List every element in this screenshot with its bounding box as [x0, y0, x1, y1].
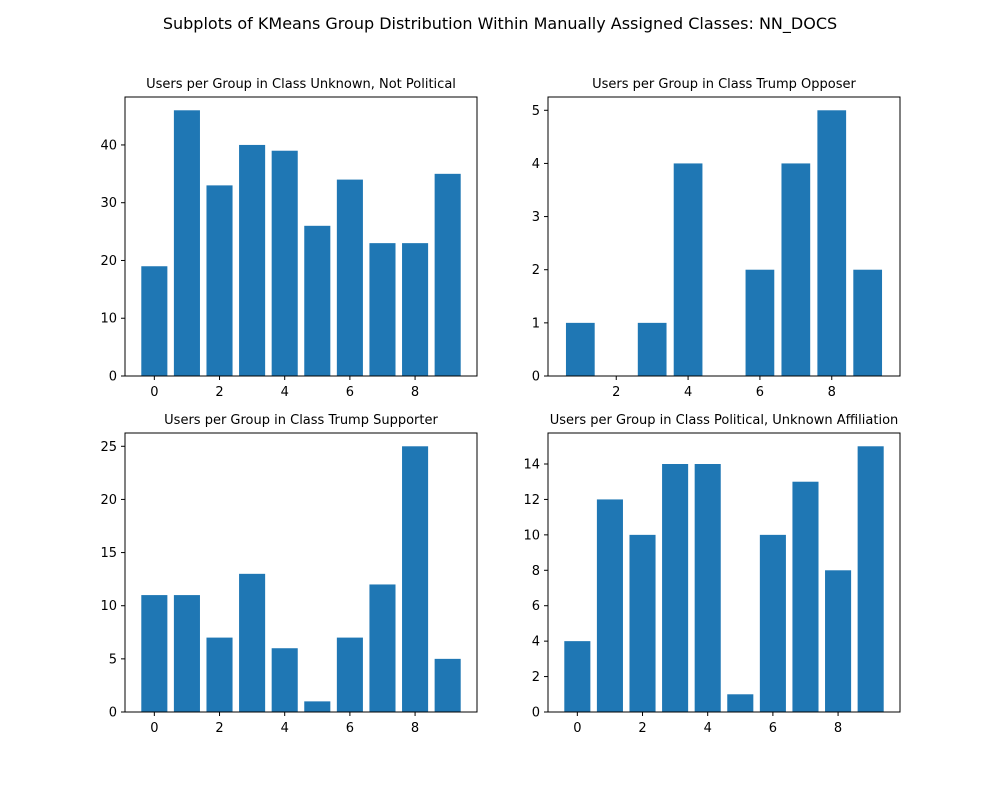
y-tick-label: 40 [100, 138, 117, 153]
x-tick-label: 6 [346, 721, 354, 736]
y-tick-label: 15 [100, 546, 117, 561]
bar-group-5 [304, 701, 331, 712]
y-tick-label: 0 [109, 370, 117, 385]
subplot-unknown-not-political: 0 2 4 6 8 0 10 20 30 40 Users per Group in Class U… [100, 77, 478, 400]
y-tick-label: 0 [532, 706, 540, 721]
bar-group-8 [402, 243, 429, 376]
bar-group-3 [637, 322, 667, 376]
bar-group-5 [304, 225, 331, 376]
bar-group-9 [434, 173, 461, 376]
y-tick-label: 4 [532, 157, 540, 172]
y-tick-label: 20 [100, 493, 117, 508]
subplot-trump-supporter: 0 2 4 6 8 0 5 10 15 20 25 Users per Group in Class … [100, 413, 478, 736]
bar-group-5 [727, 694, 754, 712]
subplot-title: Users per Group in Class Unknown, Not Po… [146, 77, 456, 92]
x-tick-label: 4 [281, 385, 289, 400]
y-tick-label: 2 [532, 263, 540, 278]
y-tick-label: 6 [532, 599, 540, 614]
bar-group-9 [434, 658, 461, 712]
bar-group-2 [629, 534, 656, 712]
x-tick-label: 2 [612, 385, 620, 400]
y-tick-label: 8 [532, 564, 540, 579]
x-tick-label: 0 [573, 721, 581, 736]
bar-group-1 [565, 322, 595, 376]
bar-group-6 [745, 269, 775, 376]
bar-group-1 [173, 110, 200, 376]
y-tick-label: 0 [532, 370, 540, 385]
x-tick-label: 8 [411, 721, 419, 736]
subplot-trump-opposer: 2 4 6 8 0 1 2 3 4 5 Users per Group in Class Trump… [532, 77, 901, 400]
y-tick-label: 5 [532, 104, 540, 119]
x-tick-label: 4 [281, 721, 289, 736]
x-tick-label: 4 [684, 385, 692, 400]
bar-group-3 [662, 464, 689, 712]
bar-group-7 [781, 163, 811, 376]
x-tick-label: 0 [150, 385, 158, 400]
subplot-political-unknown-affiliation: 0 2 4 6 8 0 2 4 6 8 10 12 14 Users per Group in Class… [523, 413, 901, 736]
x-tick-label: 2 [215, 385, 223, 400]
axes-frame [547, 432, 901, 713]
x-tick-label: 8 [834, 721, 842, 736]
y-tick-label: 20 [100, 254, 117, 269]
bar-group-6 [336, 179, 363, 376]
y-tick-label: 4 [532, 635, 540, 650]
bar-group-0 [141, 595, 168, 712]
y-tick-label: 3 [532, 210, 540, 225]
y-tick-label: 30 [100, 196, 117, 211]
bar-group-7 [792, 481, 819, 712]
x-tick-label: 6 [756, 385, 764, 400]
subplot-title: Users per Group in Class Political, Unkn… [550, 413, 899, 428]
x-tick-label: 8 [828, 385, 836, 400]
y-tick-label: 25 [100, 440, 117, 455]
bar-group-3 [239, 573, 266, 712]
y-tick-label: 14 [523, 458, 540, 473]
bar-group-4 [271, 150, 298, 376]
bar-group-8 [825, 570, 852, 712]
bar-group-8 [402, 446, 429, 712]
y-tick-label: 5 [109, 652, 117, 667]
bar-group-0 [564, 641, 591, 712]
bar-group-4 [673, 163, 703, 376]
y-tick-label: 10 [100, 599, 117, 614]
subplot-title: Users per Group in Class Trump Supporter [164, 413, 438, 428]
bar-group-3 [239, 144, 266, 376]
bar-group-2 [206, 637, 233, 712]
y-tick-label: 12 [523, 493, 540, 508]
x-tick-label: 8 [411, 385, 419, 400]
bar-group-1 [173, 595, 200, 712]
bar-group-6 [759, 534, 786, 712]
y-tick-label: 10 [523, 528, 540, 543]
x-tick-label: 2 [638, 721, 646, 736]
bar-group-7 [369, 584, 396, 712]
y-tick-label: 10 [100, 312, 117, 327]
bar-group-9 [857, 446, 884, 712]
axes-frame [124, 96, 478, 377]
bar-group-2 [206, 185, 233, 376]
x-tick-label: 4 [704, 721, 712, 736]
figure-suptitle: Subplots of KMeans Group Distribution Wi… [162, 14, 838, 33]
bar-group-6 [336, 637, 363, 712]
x-tick-label: 2 [215, 721, 223, 736]
bar-group-9 [853, 269, 883, 376]
bar-group-0 [141, 266, 168, 376]
x-tick-label: 0 [150, 721, 158, 736]
x-tick-label: 6 [769, 721, 777, 736]
y-tick-label: 2 [532, 670, 540, 685]
bar-group-4 [694, 464, 721, 712]
y-tick-label: 1 [532, 316, 540, 331]
x-tick-label: 6 [346, 385, 354, 400]
bar-group-7 [369, 243, 396, 376]
y-tick-label: 0 [109, 706, 117, 721]
axes-frame [547, 96, 901, 377]
bar-group-1 [596, 499, 623, 712]
bar-group-4 [271, 648, 298, 712]
axes-frame [124, 432, 478, 713]
subplot-title: Users per Group in Class Trump Opposer [592, 77, 856, 92]
bar-group-8 [817, 110, 847, 376]
